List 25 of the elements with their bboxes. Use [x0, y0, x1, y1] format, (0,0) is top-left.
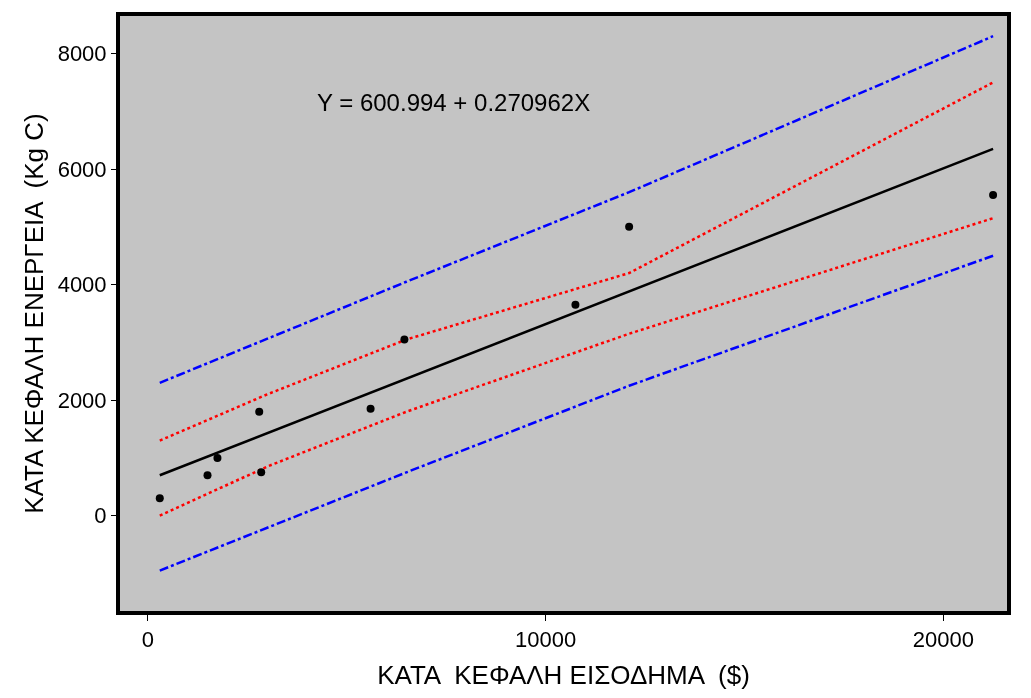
line-series [158, 34, 995, 385]
y-axis-title: ΚΑΤΑ ΚΕΦΑΛΗ ΕΝΕΡΓΕΙΑ (Kg C) [18, 113, 49, 514]
x-tick-label: 10000 [515, 627, 577, 653]
line-series [158, 254, 995, 572]
point [400, 335, 409, 344]
y-tick-label: 6000 [57, 156, 107, 182]
point [989, 191, 998, 200]
x-tick-label: 20000 [912, 627, 974, 653]
line-series [158, 216, 995, 517]
y-tick-label: 0 [94, 503, 107, 529]
y-tick-label: 4000 [57, 272, 107, 298]
point [255, 407, 264, 416]
point [625, 222, 634, 231]
point [213, 453, 222, 462]
point [155, 494, 164, 503]
x-tick-label: 0 [141, 627, 154, 653]
point [571, 300, 580, 309]
y-tick-label: 2000 [57, 387, 107, 413]
point [257, 468, 266, 477]
point [203, 471, 212, 480]
annotation: Y = 600.994 + 0.270962X [317, 89, 591, 116]
y-tick-label: 8000 [57, 41, 107, 67]
line-series [158, 81, 995, 442]
x-axis-title: ΚΑΤΑ ΚΕΦΑΛΗ ΕΙΣΟΔΗΜΑ ($) [377, 659, 750, 690]
point [366, 404, 375, 413]
